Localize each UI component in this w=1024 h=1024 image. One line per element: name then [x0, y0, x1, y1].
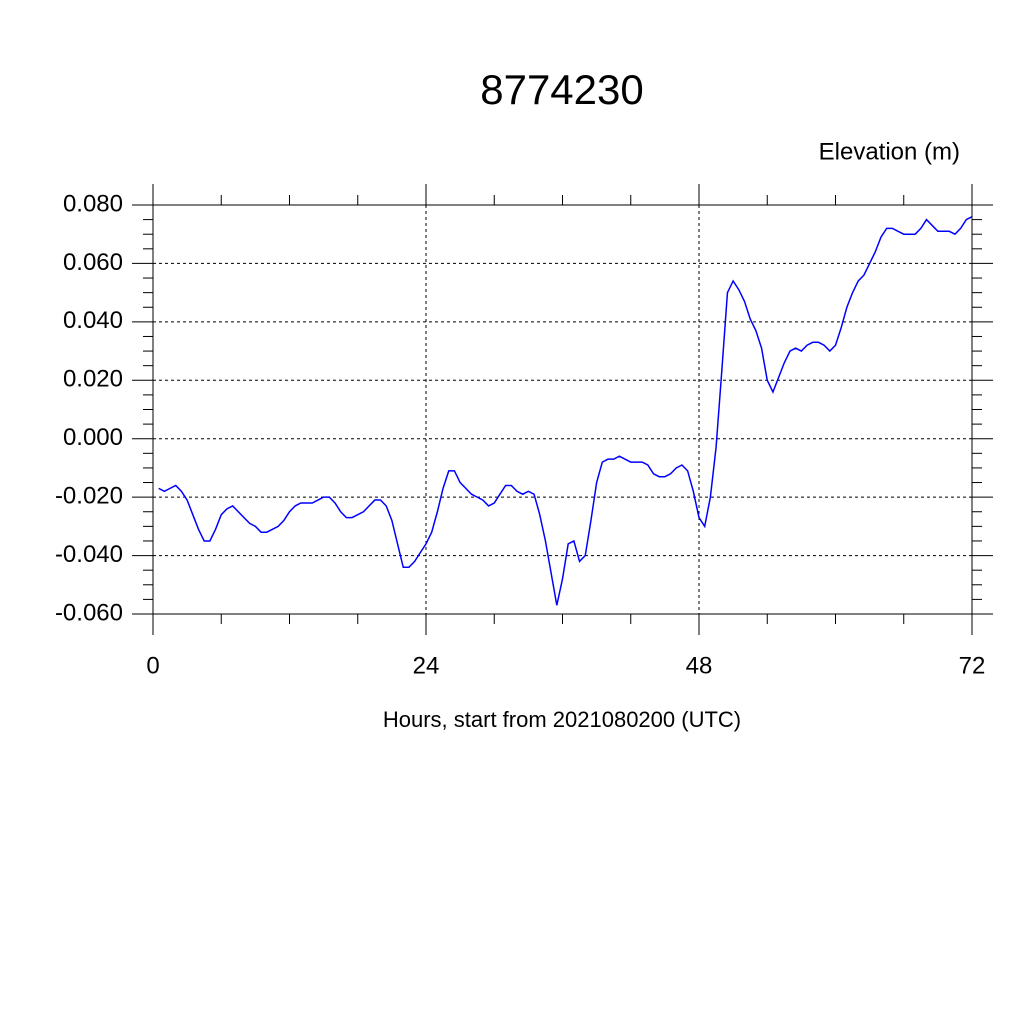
plot-frame	[152, 204, 973, 615]
data-line	[158, 216, 973, 606]
x-tick-label: 0	[146, 652, 159, 679]
x-tick-label: 24	[413, 652, 440, 679]
y-tick-label: -0.060	[55, 599, 123, 626]
chart-title: 8774230	[480, 66, 644, 113]
y-tick-label: 0.020	[63, 366, 123, 393]
x-axis-label: Hours, start from 2021080200 (UTC)	[383, 707, 741, 732]
y-tick-label: 0.060	[63, 249, 123, 276]
y-tick-label: -0.040	[55, 541, 123, 568]
y-tick-label: 0.040	[63, 307, 123, 334]
y-axis-label: Elevation (m)	[819, 138, 960, 165]
x-tick-label: 48	[686, 652, 713, 679]
y-tick-label: 0.080	[63, 190, 123, 217]
y-tick-label: 0.000	[63, 424, 123, 451]
x-tick-label: 72	[959, 652, 986, 679]
y-tick-label: -0.020	[55, 482, 123, 509]
